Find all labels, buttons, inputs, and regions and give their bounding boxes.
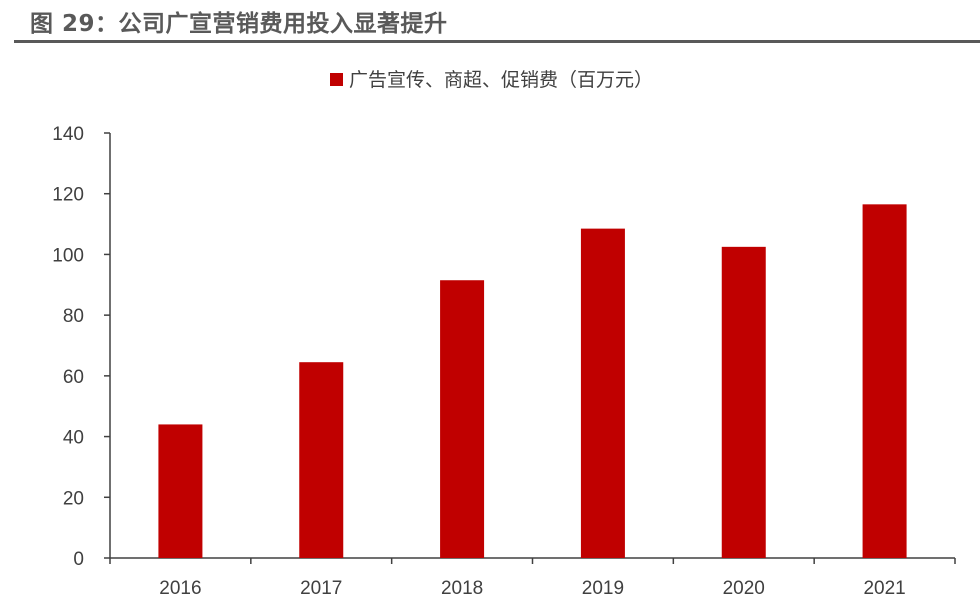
chart-axes [104, 132, 956, 564]
legend-swatch [330, 73, 343, 86]
title-divider [14, 40, 980, 43]
y-tick-label: 120 [52, 185, 84, 206]
bar-2017 [299, 362, 344, 558]
y-tick-label: 80 [63, 306, 84, 327]
x-tick-label: 2020 [723, 578, 765, 599]
bar-2018 [440, 280, 485, 558]
bar-2019 [580, 228, 625, 558]
x-tick-label: 2017 [300, 578, 342, 599]
bar-2016 [158, 424, 203, 558]
y-tick-label: 60 [63, 367, 84, 388]
bar-2020 [721, 246, 766, 558]
x-tick-label: 2018 [441, 578, 483, 599]
chart-bars [158, 204, 907, 558]
y-tick-label: 40 [63, 428, 84, 449]
x-tick-label: 2016 [159, 578, 201, 599]
y-tick-label: 20 [63, 488, 84, 509]
bar-2021 [862, 204, 907, 558]
y-tick-label: 100 [52, 245, 84, 266]
legend-label: 广告宣传、商超、促销费（百万元） [349, 69, 653, 91]
y-tick-label: 140 [52, 124, 84, 145]
chart-legend: 广告宣传、商超、促销费（百万元） [330, 69, 653, 91]
x-tick-label: 2021 [863, 578, 905, 599]
figure-title: 图 29：公司广宣营销费用投入显著提升 [30, 11, 448, 37]
y-tick-label: 0 [73, 549, 84, 570]
chart-tick-labels: 0 20 40 60 80 100 120 140 2016 2017 2018 2019 2020 20… [52, 124, 905, 599]
x-tick-label: 2019 [582, 578, 624, 599]
